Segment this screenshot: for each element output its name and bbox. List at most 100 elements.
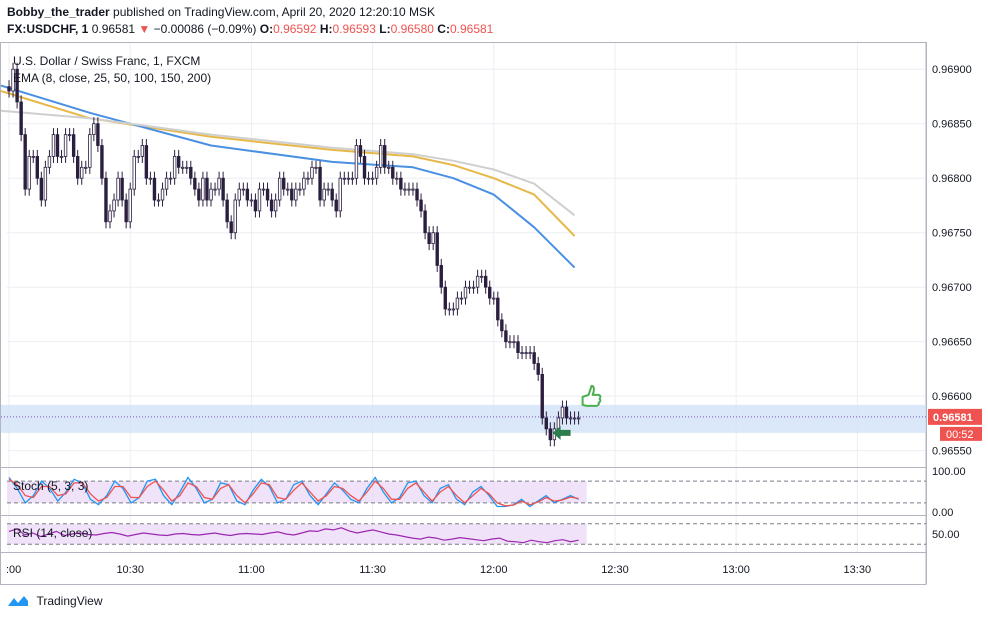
price-axis-label: 0.96750 — [932, 228, 972, 240]
candle-body — [572, 417, 577, 420]
last-price: 0.96581 — [91, 22, 136, 36]
candle-body — [201, 177, 205, 201]
candle-body — [302, 177, 306, 190]
candle-body — [55, 134, 60, 157]
chart-header: Bobby_the_trader published on TradingVie… — [0, 0, 988, 42]
high-label: H: — [319, 22, 333, 36]
candle-body — [7, 86, 11, 92]
stoch-band — [7, 481, 587, 503]
candle-body — [152, 177, 157, 201]
price-band — [1, 404, 926, 433]
time-axis-label: 13:00 — [722, 564, 750, 576]
candle-body — [67, 134, 72, 137]
candle-body — [330, 188, 334, 201]
candle-body — [124, 199, 128, 223]
change-down-icon: ▼ — [138, 22, 151, 36]
candle-body — [47, 156, 52, 168]
candle-body — [265, 188, 270, 201]
candle-body — [520, 352, 524, 354]
candle-body — [277, 177, 282, 201]
candle-body — [205, 177, 209, 201]
candle-body — [261, 188, 266, 191]
candle-body — [71, 134, 76, 157]
candle-body — [407, 188, 411, 191]
price-axis-label: 0.96700 — [932, 282, 972, 294]
candle-body — [399, 177, 403, 190]
candle-body — [112, 199, 116, 212]
footer[interactable]: TradingView — [6, 592, 103, 610]
price-axis-label: 0.96850 — [932, 119, 972, 131]
symbol-name: FX:USDCHF, 1 — [7, 22, 89, 36]
candle-body — [435, 232, 439, 266]
candle-body — [35, 156, 39, 179]
candle-body — [403, 188, 407, 191]
candle-body — [185, 166, 189, 169]
candle-body — [568, 417, 573, 420]
candle-body — [298, 188, 302, 191]
candle-body — [516, 341, 520, 353]
ema-line-ema-150 — [0, 109, 576, 217]
stoch-axis-label: 0.00 — [932, 507, 953, 519]
candle-body — [286, 188, 290, 191]
candle-body — [181, 166, 185, 169]
author-name[interactable]: Bobby_the_trader — [7, 5, 110, 19]
candle-body — [306, 177, 310, 180]
last-price-badge — [928, 408, 982, 425]
candle-body — [382, 145, 387, 168]
candle-body — [120, 177, 124, 201]
candle-body — [273, 199, 278, 212]
time-axis-label: 11:30 — [359, 564, 386, 576]
candle-body — [43, 166, 48, 201]
candle-body — [92, 123, 96, 136]
candle-body — [427, 232, 431, 245]
candle-body — [528, 352, 532, 354]
stoch-line-d — [8, 478, 579, 507]
candle-body — [366, 177, 371, 180]
candle-body — [322, 188, 326, 201]
symbol-line: FX:USDCHF, 1 0.96581 ▼ −0.00086 (−0.09%)… — [7, 22, 493, 36]
candle-body — [387, 166, 391, 169]
candle-body — [419, 199, 423, 212]
candle-body — [540, 373, 544, 419]
candle-body — [463, 286, 468, 299]
candle-body — [217, 177, 221, 190]
candle-body — [140, 145, 145, 157]
candle-body — [471, 286, 476, 289]
candle-body — [475, 275, 480, 288]
candle-body — [197, 188, 201, 201]
candle-body — [378, 145, 383, 168]
candle-body — [229, 221, 233, 234]
candle-body — [160, 188, 165, 201]
candle-body — [132, 156, 136, 190]
candle-body — [310, 166, 314, 179]
candle-body — [75, 156, 80, 179]
candle-body — [172, 156, 177, 179]
candle-body — [245, 188, 250, 201]
candle-body — [23, 134, 27, 190]
last-price-label: 0.96581 — [933, 412, 973, 424]
arrow-left-icon — [552, 425, 571, 440]
candle-body — [560, 406, 565, 419]
candle-body — [19, 101, 23, 136]
candle-body — [544, 417, 548, 430]
rsi-axis-label: 50.00 — [932, 529, 960, 541]
candle-body — [209, 188, 213, 201]
stoch-axis-label: 100.00 — [932, 466, 966, 478]
candle-body — [59, 156, 64, 158]
candle-body — [189, 166, 193, 179]
candle-body — [108, 210, 112, 223]
candle-body — [290, 188, 294, 201]
candle-body — [431, 232, 435, 245]
rsi-line — [8, 527, 579, 544]
candle-body — [439, 264, 443, 288]
time-axis-label: 13:30 — [844, 564, 872, 576]
candle-body — [51, 134, 56, 157]
candle-body — [269, 199, 274, 212]
candle-body — [241, 188, 246, 191]
thumbs-up-icon — [581, 384, 602, 407]
candle-body — [564, 406, 569, 419]
candle-body — [362, 156, 367, 179]
candle-body — [354, 145, 359, 179]
candle-body — [213, 188, 217, 191]
candle-body — [459, 297, 464, 300]
